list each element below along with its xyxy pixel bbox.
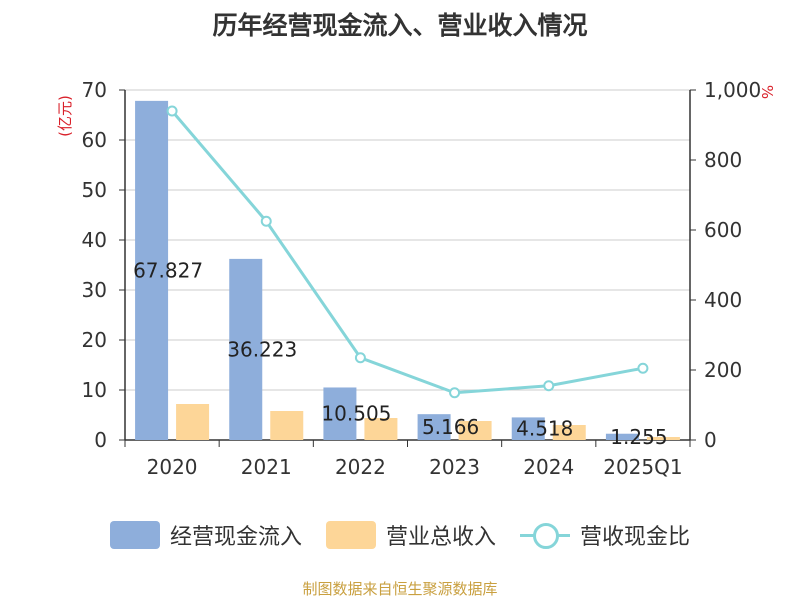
data-label-cash-inflow: 4.518 bbox=[516, 417, 573, 441]
left-axis-tick-label: 20 bbox=[82, 328, 107, 352]
right-axis-label: % bbox=[758, 85, 776, 99]
left-axis-label: (亿元) bbox=[56, 95, 74, 137]
data-label-cash-inflow: 5.166 bbox=[422, 415, 479, 439]
legend-item-cash-inflow[interactable]: 经营现金流入 bbox=[109, 519, 302, 551]
bar-cash-inflow bbox=[229, 258, 263, 440]
x-axis-tick-label: 2023 bbox=[429, 455, 480, 479]
legend-swatch-revenue bbox=[325, 521, 376, 549]
legend-label-ratio: 营收现金比 bbox=[580, 525, 691, 550]
axes: 0 10 20 30 40 50 60 70 0 200 400 600 800 1,000 (亿元)% 20… bbox=[56, 78, 776, 479]
data-label-cash-inflow: 36.223 bbox=[227, 337, 297, 361]
point-ratio bbox=[543, 380, 555, 392]
data-label-cash-inflow: 67.827 bbox=[133, 258, 203, 282]
right-axis-tick-label: 400 bbox=[704, 288, 742, 312]
line-ratio bbox=[170, 110, 644, 395]
data-label-cash-inflow: 10.505 bbox=[321, 402, 391, 426]
data-label-cash-inflow: 1.255 bbox=[610, 425, 667, 449]
left-axis-tick-label: 60 bbox=[82, 128, 107, 152]
legend-item-ratio[interactable]: 营收现金比 bbox=[520, 519, 690, 551]
point-ratio bbox=[637, 362, 649, 374]
left-axis-tick-label: 50 bbox=[82, 178, 107, 202]
x-axis-tick-label: 2022 bbox=[335, 455, 386, 479]
point-ratio bbox=[260, 215, 272, 227]
left-axis-tick-label: 70 bbox=[82, 78, 107, 102]
bar-revenue bbox=[176, 404, 210, 440]
grid-lines bbox=[125, 89, 690, 391]
right-axis-tick-label: 0 bbox=[704, 428, 717, 452]
legend-swatch-ratio bbox=[520, 521, 570, 549]
bar-cash-inflow bbox=[323, 387, 357, 440]
line-series bbox=[166, 105, 649, 399]
data-labels: 67.827 36.223 10.505 5.166 4.518 1.255 bbox=[133, 258, 667, 448]
legend-swatch-cash-inflow bbox=[109, 521, 160, 549]
point-ratio bbox=[354, 352, 366, 364]
chart-title: 历年经营现金流入、营业收入情况 bbox=[212, 11, 588, 40]
left-axis-tick-label: 0 bbox=[94, 428, 107, 452]
bar-revenue bbox=[646, 437, 680, 440]
right-axis-tick-label: 1,000 bbox=[704, 78, 761, 102]
bar-cash-inflow bbox=[135, 100, 169, 441]
legend-label-cash-inflow: 经营现金流入 bbox=[169, 525, 302, 550]
bar-cash-inflow bbox=[605, 433, 639, 440]
x-axis-tick-label: 2024 bbox=[523, 455, 574, 479]
left-axis-tick-label: 30 bbox=[82, 278, 107, 302]
left-axis-tick-label: 10 bbox=[82, 378, 107, 402]
bar-revenue bbox=[270, 411, 304, 440]
left-axis-tick-label: 40 bbox=[82, 228, 107, 252]
right-axis-tick-label: 600 bbox=[704, 218, 742, 242]
bar-revenue bbox=[458, 421, 492, 440]
right-axis-tick-label: 800 bbox=[704, 148, 742, 172]
legend-label-revenue: 营业总收入 bbox=[385, 525, 496, 550]
right-axis-tick-label: 200 bbox=[704, 358, 742, 382]
bar-cash-inflow bbox=[417, 414, 451, 440]
legend: 经营现金流入 营业总收入 营收现金比 bbox=[0, 515, 800, 555]
x-axis-tick-label: 2025Q1 bbox=[603, 455, 682, 479]
bar-series bbox=[135, 100, 680, 441]
bar-revenue bbox=[552, 425, 586, 440]
point-ratio bbox=[449, 387, 461, 399]
bar-revenue bbox=[364, 418, 398, 440]
legend-item-revenue[interactable]: 营业总收入 bbox=[325, 519, 496, 551]
bar-cash-inflow bbox=[511, 417, 545, 440]
x-axis-tick-label: 2020 bbox=[147, 455, 198, 479]
point-ratio bbox=[166, 105, 178, 117]
source-note: 制图数据来自恒生聚源数据库 bbox=[302, 580, 498, 598]
x-axis-tick-label: 2021 bbox=[241, 455, 292, 479]
